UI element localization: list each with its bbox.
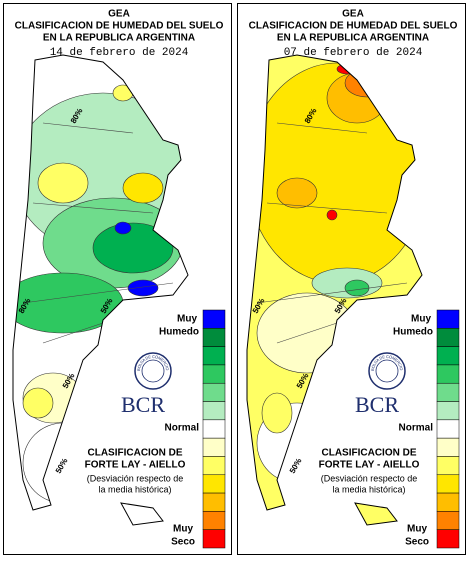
- map-title: EN LA REPUBLICA ARGENTINA: [43, 33, 195, 44]
- method-text: la media histórica): [332, 484, 405, 494]
- moisture-area: [37, 162, 89, 204]
- map-date: 07 de febrero de 2024: [284, 47, 423, 59]
- legend-swatch: [436, 456, 460, 476]
- legend-swatch: [436, 328, 460, 347]
- legend-swatch: [436, 474, 460, 494]
- method-text: (Desviación respecto de: [87, 473, 184, 483]
- legend-swatch: [436, 382, 460, 402]
- moisture-area: [344, 279, 370, 297]
- method-text: (Desviación respecto de: [321, 473, 418, 483]
- legend-swatch: [436, 492, 460, 512]
- moisture-area: [114, 221, 132, 235]
- legend-swatch: [202, 474, 226, 494]
- legend-label: Muy: [173, 524, 193, 535]
- moisture-area: [261, 392, 293, 434]
- legend-swatch: [436, 511, 460, 530]
- legend-swatch: [202, 529, 226, 549]
- method-text: CLASIFICACION DE: [88, 448, 183, 459]
- method-text: la media histórica): [98, 484, 171, 494]
- legend-label: Humedo: [159, 327, 199, 338]
- legend-swatch: [202, 364, 226, 384]
- legend-swatch: [436, 419, 460, 439]
- province-border: [22, 282, 174, 304]
- legend-label: Seco: [405, 537, 429, 548]
- logo-seal: [368, 352, 406, 390]
- province-border: [42, 322, 104, 344]
- logo-name: BCR: [121, 392, 165, 417]
- moisture-area: [311, 267, 383, 299]
- legend-swatch: [202, 419, 226, 439]
- moisture-area: [127, 279, 159, 297]
- legend-swatch: [436, 529, 460, 549]
- logo-seal: [134, 352, 172, 390]
- legend-swatch: [436, 346, 460, 366]
- legend-swatch: [202, 511, 226, 530]
- method-text: FORTE LAY - AIELLO: [85, 460, 186, 471]
- map-title: CLASIFICACION DE HUMEDAD DEL SUELO: [249, 21, 458, 32]
- moisture-area: [326, 209, 338, 221]
- logo-seal-inner: [141, 359, 165, 383]
- legend-swatch: [202, 382, 226, 402]
- logo-name: BCR: [355, 392, 399, 417]
- map-title: EN LA REPUBLICA ARGENTINA: [277, 33, 429, 44]
- moisture-area: [122, 172, 164, 204]
- legend-swatch: [202, 328, 226, 347]
- province-border: [266, 202, 388, 214]
- country-outline: [12, 54, 189, 526]
- legend-swatch: [202, 492, 226, 512]
- org-label: GEA: [108, 9, 130, 20]
- legend-swatch: [202, 309, 226, 329]
- legend-swatch: [436, 309, 460, 329]
- country-outline: [246, 54, 423, 526]
- moisture-area: [92, 222, 174, 274]
- legend-swatch: [202, 456, 226, 476]
- logo-seal-inner: [375, 359, 399, 383]
- legend-swatch: [436, 364, 460, 384]
- legend-swatch: [202, 437, 226, 457]
- legend-label: Humedo: [393, 327, 433, 338]
- legend-swatch: [202, 401, 226, 421]
- org-label: GEA: [342, 9, 364, 20]
- province-border: [276, 122, 368, 134]
- method-text: FORTE LAY - AIELLO: [319, 460, 420, 471]
- legend-label: Normal: [399, 423, 434, 434]
- province-border: [256, 282, 408, 304]
- legend-swatch: [202, 346, 226, 366]
- province-border: [276, 322, 338, 344]
- method-text: CLASIFICACION DE: [322, 448, 417, 459]
- province-border: [32, 202, 154, 214]
- map-date: 14 de febrero de 2024: [50, 47, 189, 59]
- legend-label: Normal: [165, 423, 200, 434]
- legend-label: Muy: [407, 524, 427, 535]
- legend-label: Seco: [171, 537, 195, 548]
- map-title: CLASIFICACION DE HUMEDAD DEL SUELO: [15, 21, 224, 32]
- legend-label: Muy: [177, 314, 197, 325]
- legend-label: Muy: [411, 314, 431, 325]
- moisture-area: [22, 387, 54, 419]
- moisture-area: [276, 177, 318, 209]
- legend-swatch: [436, 437, 460, 457]
- province-border: [42, 122, 134, 134]
- legend-swatch: [436, 401, 460, 421]
